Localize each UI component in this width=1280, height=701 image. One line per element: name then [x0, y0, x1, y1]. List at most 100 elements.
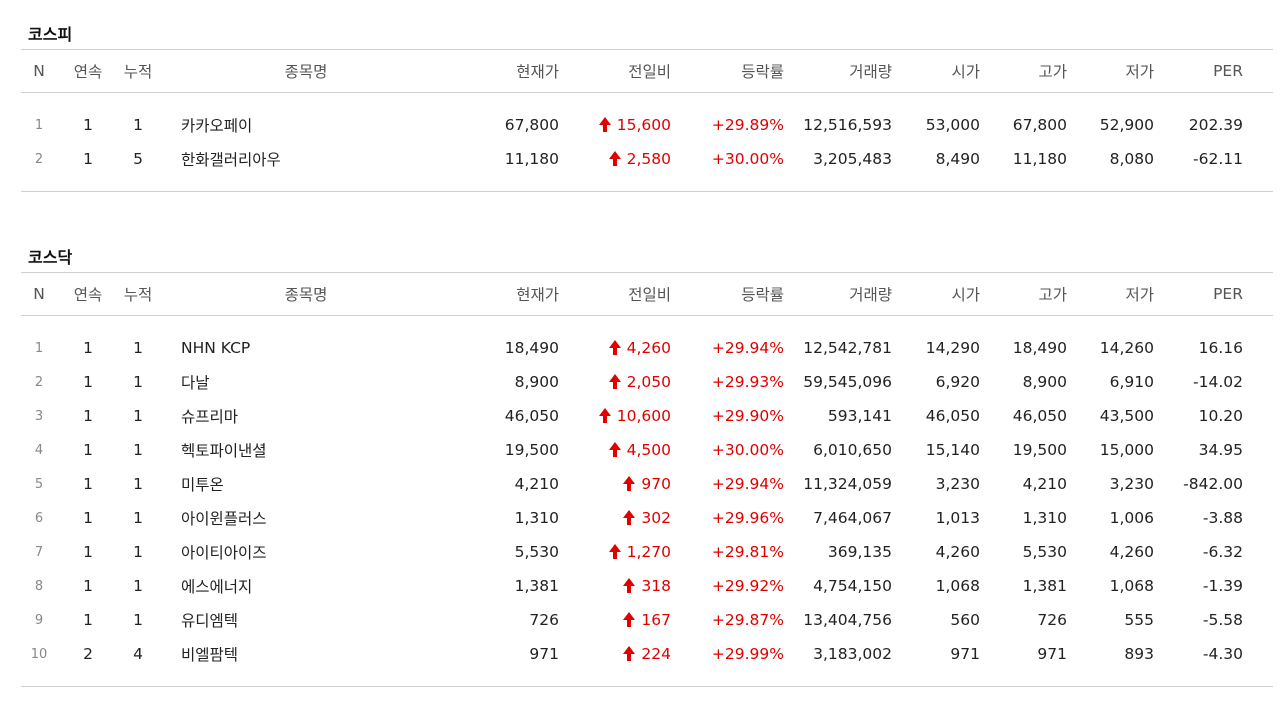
cumulative-cell: 1: [133, 543, 143, 561]
per-cell: 16.16: [1198, 339, 1243, 357]
stock-name-link[interactable]: 유디엠텍: [181, 612, 239, 630]
header-cumulative: 누적: [123, 63, 153, 81]
cumulative-cell: 1: [133, 611, 143, 629]
volume-cell: 6,010,650: [813, 441, 892, 459]
change-value: 167: [641, 611, 671, 629]
header-rate: 등락률: [741, 63, 784, 81]
high-price-cell: 67,800: [1012, 116, 1067, 134]
low-price-cell: 15,000: [1099, 441, 1154, 459]
change-value: 15,600: [616, 116, 671, 134]
change-cell: 2,580: [608, 142, 671, 176]
high-price-cell: 11,180: [1012, 150, 1067, 168]
change-value: 2,050: [626, 373, 671, 391]
table-row: 3 1 1 슈프리마 46,050 10,600 +29.90% 593,141 46,050 4…: [21, 399, 1273, 433]
up-arrow-icon: [623, 510, 636, 525]
cumulative-cell: 4: [133, 645, 143, 663]
kosdaq-table: N 연속 누적 종목명 현재가 전일비 등락률 거래량 시가 고가 저가 PER…: [21, 272, 1273, 687]
up-arrow-icon: [598, 408, 611, 423]
table-row: 1 1 1 NHN KCP 18,490 4,260 +29.94% 12,542,781 14…: [21, 331, 1273, 365]
low-price-cell: 4,260: [1109, 543, 1154, 561]
header-price: 현재가: [516, 286, 559, 304]
up-arrow-icon: [598, 117, 611, 132]
current-price-cell: 46,050: [504, 407, 559, 425]
per-cell: -5.58: [1202, 611, 1243, 629]
change-rate-cell: +29.96%: [711, 509, 784, 527]
low-price-cell: 8,080: [1109, 150, 1154, 168]
change-rate-cell: +29.99%: [711, 645, 784, 663]
rank-cell: 5: [34, 476, 44, 492]
open-price-cell: 560: [950, 611, 980, 629]
rank-cell: 1: [34, 117, 44, 133]
table-row: 9 1 1 유디엠텍 726 167 +29.87% 13,404,756 560 726 555 -…: [21, 603, 1273, 637]
per-cell: -4.30: [1202, 645, 1243, 663]
high-price-cell: 46,050: [1012, 407, 1067, 425]
stock-name-link[interactable]: 에스에너지: [181, 578, 253, 596]
open-price-cell: 46,050: [925, 407, 980, 425]
header-rate: 등락률: [741, 286, 784, 304]
volume-cell: 12,542,781: [803, 339, 892, 357]
low-price-cell: 52,900: [1099, 116, 1154, 134]
stock-name-link[interactable]: 슈프리마: [181, 408, 239, 426]
kosdaq-section-title: 코스닥: [28, 248, 73, 267]
change-cell: 4,500: [608, 433, 671, 467]
table-row: 7 1 1 아이티아이즈 5,530 1,270 +29.81% 369,135 4,260 5,…: [21, 535, 1273, 569]
stock-name-link[interactable]: 한화갤러리아우: [181, 151, 281, 169]
change-cell: 224: [623, 637, 671, 671]
stock-name-link[interactable]: NHN KCP: [181, 339, 251, 357]
change-rate-cell: +29.92%: [711, 577, 784, 595]
cumulative-cell: 5: [133, 150, 143, 168]
header-price: 현재가: [516, 63, 559, 81]
open-price-cell: 14,290: [925, 339, 980, 357]
consecutive-cell: 1: [83, 611, 93, 629]
stock-name-link[interactable]: 다날: [181, 374, 210, 392]
stock-name-link[interactable]: 아이티아이즈: [181, 544, 267, 562]
header-volume: 거래량: [849, 286, 892, 304]
header-consecutive: 연속: [73, 286, 103, 304]
volume-cell: 369,135: [827, 543, 892, 561]
rank-cell: 2: [34, 374, 44, 390]
change-rate-cell: +29.81%: [711, 543, 784, 561]
change-value: 4,500: [626, 441, 671, 459]
up-arrow-icon: [623, 646, 636, 661]
high-price-cell: 726: [1037, 611, 1067, 629]
table-row: 10 2 4 비엘팜텍 971 224 +29.99% 3,183,002 971 971 893 -…: [21, 637, 1273, 671]
table-row: 6 1 1 아이윈플러스 1,310 302 +29.96% 7,464,067 1,013 1,…: [21, 501, 1273, 535]
consecutive-cell: 1: [83, 543, 93, 561]
up-arrow-icon: [623, 476, 636, 491]
high-price-cell: 8,900: [1022, 373, 1067, 391]
header-n: N: [33, 62, 45, 80]
volume-cell: 3,183,002: [813, 645, 892, 663]
per-cell: -62.11: [1193, 150, 1243, 168]
open-price-cell: 3,230: [935, 475, 980, 493]
header-high: 고가: [1038, 286, 1067, 304]
open-price-cell: 6,920: [935, 373, 980, 391]
up-arrow-icon: [608, 151, 621, 166]
open-price-cell: 1,013: [935, 509, 980, 527]
consecutive-cell: 1: [83, 407, 93, 425]
high-price-cell: 1,381: [1022, 577, 1067, 595]
cumulative-cell: 1: [133, 407, 143, 425]
consecutive-cell: 1: [83, 509, 93, 527]
cumulative-cell: 1: [133, 116, 143, 134]
open-price-cell: 8,490: [935, 150, 980, 168]
stock-name-link[interactable]: 비엘팜텍: [181, 646, 239, 664]
per-cell: -842.00: [1183, 475, 1243, 493]
table-header: N 연속 누적 종목명 현재가 전일비 등락률 거래량 시가 고가 저가 PER: [21, 273, 1273, 316]
table-header: N 연속 누적 종목명 현재가 전일비 등락률 거래량 시가 고가 저가 PER: [21, 50, 1273, 93]
rank-cell: 7: [34, 544, 44, 560]
stock-name-link[interactable]: 미투온: [181, 476, 224, 494]
change-cell: 10,600: [598, 399, 671, 433]
stock-name-link[interactable]: 아이윈플러스: [181, 510, 267, 528]
up-arrow-icon: [608, 340, 621, 355]
header-n: N: [33, 285, 45, 303]
stock-name-link[interactable]: 헥토파이낸셜: [181, 442, 267, 460]
volume-cell: 59,545,096: [803, 373, 892, 391]
low-price-cell: 1,006: [1109, 509, 1154, 527]
cumulative-cell: 1: [133, 475, 143, 493]
table-row: 2 1 5 한화갤러리아우 11,180 2,580 +30.00% 3,205,483 8,4…: [21, 142, 1273, 176]
rank-cell: 2: [34, 151, 44, 167]
high-price-cell: 4,210: [1022, 475, 1067, 493]
header-low: 저가: [1125, 286, 1154, 304]
stock-name-link[interactable]: 카카오페이: [181, 117, 253, 135]
change-rate-cell: +29.87%: [711, 611, 784, 629]
